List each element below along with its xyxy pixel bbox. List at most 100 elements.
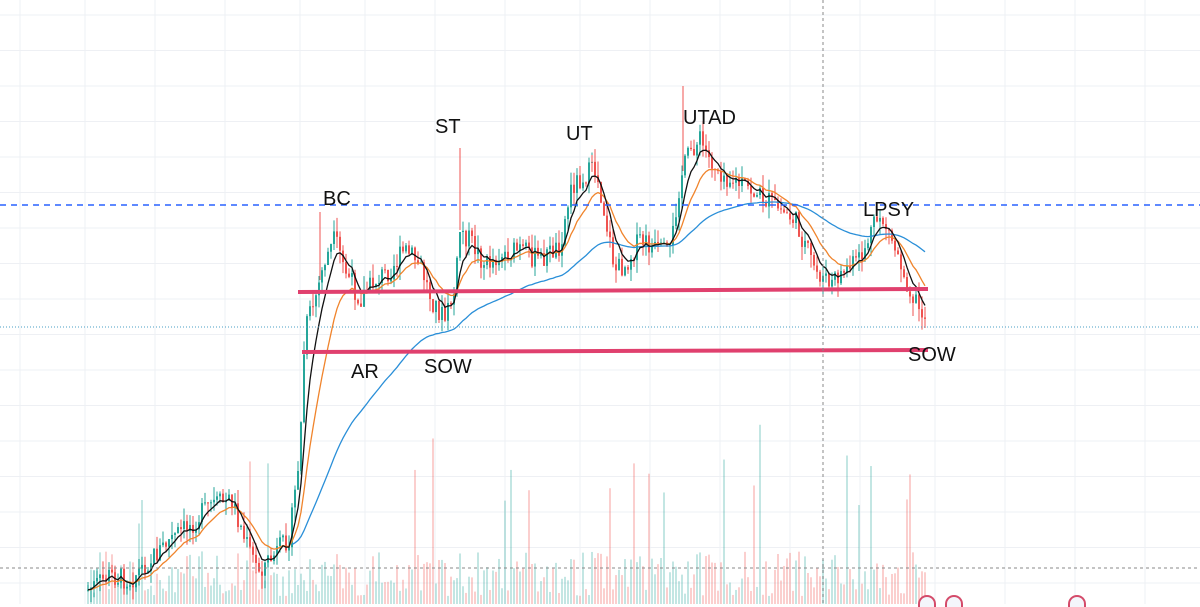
volume-bar <box>414 469 416 604</box>
volume-bar <box>687 561 689 604</box>
volume-bar <box>744 551 746 604</box>
volume-bar <box>420 590 422 604</box>
candle-body <box>171 534 173 540</box>
candle-body <box>918 294 920 310</box>
volume-bar <box>660 558 662 604</box>
candle-body <box>690 147 692 149</box>
volume-bar <box>405 588 407 604</box>
candle-body <box>858 252 860 258</box>
candle-body <box>681 175 683 199</box>
volume-bar <box>195 578 197 604</box>
candle-body <box>186 521 188 532</box>
candle-body <box>282 535 284 538</box>
volume-bar <box>489 589 491 604</box>
volume-bar <box>471 577 473 604</box>
range-top-line[interactable] <box>297 287 929 294</box>
volume-bar <box>810 577 812 604</box>
volume-bar <box>453 580 455 604</box>
volume-bar <box>408 565 410 604</box>
volume-bar <box>804 556 806 604</box>
volume-bar <box>507 590 509 604</box>
volume-bar <box>474 591 476 604</box>
moving-averages <box>87 149 926 591</box>
candle-body <box>675 217 677 226</box>
candle-body <box>147 570 149 574</box>
candle-body <box>228 494 230 501</box>
volume-bar <box>327 575 329 604</box>
volume-bar <box>768 595 770 604</box>
volume-bar <box>591 551 593 604</box>
volume-bar <box>780 580 782 604</box>
volume-bar <box>822 559 824 604</box>
candle-body <box>564 219 566 245</box>
volume-bar <box>846 455 848 604</box>
volume-bar <box>870 466 872 604</box>
candle-body <box>543 253 545 266</box>
candle-body <box>234 503 236 508</box>
candle-body <box>528 242 530 248</box>
volume-bar <box>864 571 866 604</box>
volume-bar <box>168 575 170 604</box>
volume-bar <box>759 424 761 604</box>
candle-body <box>888 229 890 231</box>
volume-bar <box>816 568 818 604</box>
volume-bar <box>717 590 719 604</box>
candle-body <box>201 503 203 523</box>
candle-body <box>285 535 287 551</box>
volume-bar <box>135 579 137 604</box>
volume-bar <box>540 581 542 604</box>
candle-body <box>291 507 293 548</box>
candle-body <box>399 246 401 267</box>
volume-bar <box>603 588 605 604</box>
volume-bar <box>459 553 461 604</box>
volume-bar <box>276 573 278 604</box>
candle-body <box>243 525 245 539</box>
event-flag-icon[interactable] <box>918 595 936 607</box>
volume-bar <box>210 585 212 604</box>
volume-bar <box>807 573 809 604</box>
volume-bar <box>636 562 638 604</box>
volume-bar <box>354 567 356 604</box>
event-flag-icon[interactable] <box>1068 595 1086 607</box>
volume-bar <box>504 500 506 604</box>
volume-bar <box>294 569 296 604</box>
candle-body <box>153 548 155 564</box>
volume-bar <box>732 594 734 604</box>
volume-bar <box>279 595 281 604</box>
candle-body <box>609 231 611 238</box>
candle-body <box>204 502 206 504</box>
candle-body <box>222 493 224 503</box>
volume-bar <box>633 463 635 604</box>
volume-bar <box>876 563 878 604</box>
candle-body <box>783 209 785 213</box>
volume-bar <box>675 566 677 604</box>
volume-bar <box>378 552 380 604</box>
candle-body <box>777 200 779 209</box>
candle-body <box>642 234 644 245</box>
candle-body <box>522 244 524 246</box>
volume-bar <box>777 554 779 604</box>
volume-bar <box>528 490 530 604</box>
volume-bar <box>153 595 155 604</box>
candle-body <box>576 175 578 194</box>
volume-bar <box>882 564 884 604</box>
volume-bar <box>519 571 521 604</box>
volume-bar <box>423 563 425 604</box>
candle-body <box>651 245 653 253</box>
range-bottom-line[interactable] <box>301 348 929 354</box>
candle-body <box>585 182 587 184</box>
volume-bar <box>900 593 902 604</box>
volume-bar <box>711 562 713 604</box>
candle-body <box>594 161 596 176</box>
volume-bar <box>747 577 749 604</box>
volume-bar <box>300 573 302 604</box>
candle-body <box>801 236 803 247</box>
event-flag-icon[interactable] <box>945 595 963 607</box>
candle-body <box>468 230 470 247</box>
volume-bar <box>516 561 518 604</box>
candle-body <box>417 260 419 264</box>
candle-body <box>750 186 752 194</box>
